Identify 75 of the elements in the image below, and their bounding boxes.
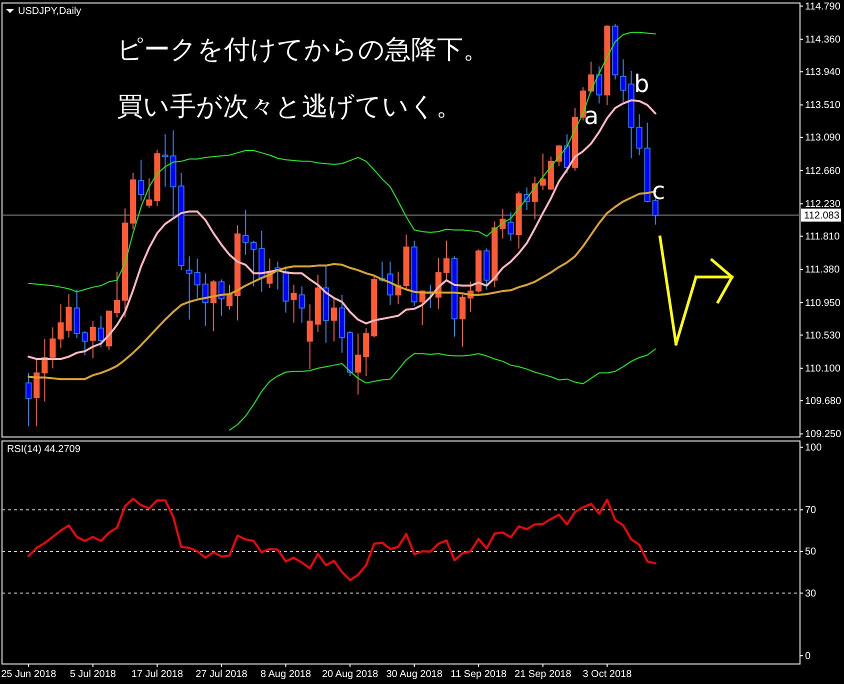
annotation: a <box>584 102 599 130</box>
chart-title: USDJPY,Daily <box>18 6 82 17</box>
candlestick <box>114 271 120 318</box>
x-tick-label: 20 Aug 2018 <box>322 669 379 680</box>
line-series <box>229 348 656 431</box>
candlestick <box>588 61 594 94</box>
y-tick-label: 112.660 <box>805 166 841 177</box>
candlestick <box>508 212 514 242</box>
y-tick-label: 30 <box>805 588 817 600</box>
y-tick-label: 114.790 <box>805 1 841 12</box>
candlestick <box>186 256 192 320</box>
y-tick-label: 114.360 <box>805 34 841 46</box>
candlestick <box>50 326 56 369</box>
x-tick-label: 11 Sep 2018 <box>450 669 508 680</box>
y-tick-label: 50 <box>805 546 817 558</box>
candlestick <box>202 272 208 326</box>
candlestick <box>26 372 32 427</box>
candlestick <box>596 66 602 104</box>
chart-title: RSI(14) 44.2709 <box>7 444 81 455</box>
x-tick-label: 3 Oct 2018 <box>582 669 632 680</box>
candlestick <box>363 328 370 376</box>
candlestick <box>242 209 249 256</box>
candlestick <box>98 315 104 348</box>
candlestick <box>226 284 233 310</box>
candlestick <box>443 240 450 280</box>
candlestick <box>82 330 88 356</box>
candlestick <box>355 333 362 396</box>
annotation: ピークを付けてからの急降下。 <box>117 35 489 65</box>
annotation: 買い手が次々と逃げていく。 <box>117 92 462 122</box>
x-tick-label: 8 Aug 2018 <box>260 669 312 680</box>
y-tick-label: 113.510 <box>805 100 841 112</box>
candlestick <box>564 134 570 174</box>
y-tick-label: 112.230 <box>805 198 841 210</box>
x-tick-label: 5 Jul 2018 <box>70 669 116 680</box>
candlestick <box>540 153 546 190</box>
annotation: c <box>652 177 666 205</box>
y-tick-label: 109.680 <box>805 396 842 407</box>
candlestick <box>90 320 96 359</box>
candlestick <box>250 240 257 287</box>
y-tick-label: 110.950 <box>805 298 841 309</box>
candlestick <box>652 198 658 226</box>
candlestick <box>636 114 642 156</box>
candlestick <box>620 58 626 102</box>
candlestick <box>298 286 305 324</box>
candlestick <box>460 294 466 348</box>
candlestick <box>210 280 216 332</box>
x-tick-label: 25 Jun 2018 <box>1 669 57 680</box>
line-series <box>28 498 656 582</box>
y-tick-label: 110.100 <box>805 363 841 374</box>
y-tick-label: 70 <box>805 504 817 516</box>
x-tick-label: 17 Jul 2018 <box>131 669 184 680</box>
candlestick <box>58 304 64 349</box>
candlestick <box>290 284 297 324</box>
candlestick <box>66 294 72 338</box>
y-tick-label: 113.090 <box>805 132 841 144</box>
x-tick-label: 30 Aug 2018 <box>386 669 443 680</box>
ref-line-label: 112.083 <box>804 210 840 222</box>
y-tick-label: 111.810 <box>805 231 840 242</box>
y-tick-label: 0 <box>805 650 811 662</box>
candlestick <box>146 178 152 208</box>
candlestick <box>162 134 168 188</box>
x-tick-label: 21 Sep 2018 <box>514 669 572 680</box>
candlestick <box>387 261 394 306</box>
candlestick <box>532 176 538 220</box>
candlestick <box>138 159 144 202</box>
annotation: b <box>634 70 650 98</box>
y-tick-label: 100 <box>805 442 822 454</box>
candlestick <box>194 258 200 298</box>
y-tick-label: 110.530 <box>805 330 841 342</box>
y-tick-label: 111.380 <box>805 264 840 276</box>
candlestick <box>306 304 313 370</box>
x-tick-label: 27 Jul 2018 <box>196 669 248 680</box>
candlestick <box>330 298 337 342</box>
y-tick-label: 109.250 <box>805 429 842 440</box>
y-tick-label: 113.940 <box>805 66 841 78</box>
